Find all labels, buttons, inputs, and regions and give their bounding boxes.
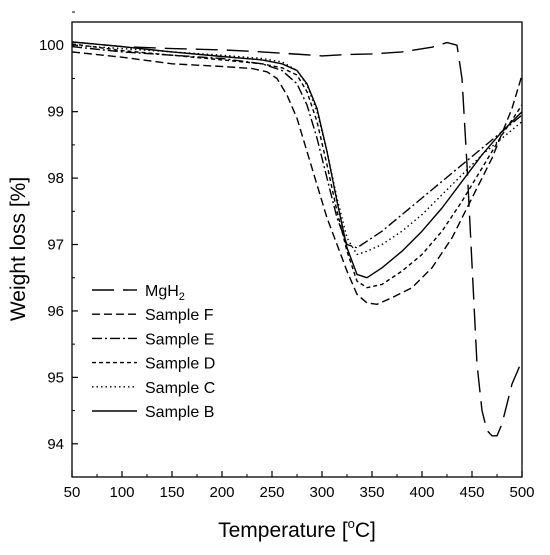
x-axis-title-suffix: C] [355,519,376,542]
y-tick-label: 94 [47,436,64,453]
series-line-5 [71,41,523,279]
plot-frame [71,21,523,478]
series-line-0 [71,41,523,437]
x-tick-label: 500 [509,484,534,501]
x-tick-label: 350 [359,484,384,501]
y-tick-label: 98 [47,170,64,187]
x-tick-label: 300 [309,484,334,501]
legend-label-1: Sample F [145,307,214,324]
legend-label-2: Sample E [145,331,214,348]
y-tick-label: 100 [39,37,64,54]
legend-label-3: Sample D [145,356,215,373]
x-tick-label: 50 [64,484,81,501]
legend: MgH2 Sample F Sample E Sample D Sample C Samp… [92,283,215,421]
legend-label-4: Sample C [145,380,215,397]
x-tick-label: 450 [459,484,484,501]
legend-label-0: MgH2 [145,283,185,303]
x-tick-label: 200 [209,484,234,501]
x-axis-title: Temperature [oC] [218,516,376,542]
x-axis-title-prefix: Temperature [ [218,519,348,542]
ticks-layer: 50 100 150 200 250 300 350 400 450 500 94 95 96 97 98 9… [39,11,535,501]
y-tick-label: 99 [47,104,64,121]
x-tick-label: 100 [109,484,134,501]
y-tick-label: 95 [47,369,64,386]
x-tick-label: 250 [259,484,284,501]
y-tick-label: 97 [47,237,64,254]
series-line-2 [71,45,523,249]
series-line-1 [71,51,523,305]
series-line-4 [71,44,523,256]
x-tick-label: 150 [159,484,184,501]
legend-label-5: Sample B [145,404,214,421]
y-axis-title: Weight loss [%] [7,177,30,321]
series-line-3 [71,43,523,289]
x-axis-title-degree: o [348,516,355,531]
series-layer [71,41,523,437]
y-tick-label: 96 [47,303,64,320]
x-tick-label: 400 [409,484,434,501]
